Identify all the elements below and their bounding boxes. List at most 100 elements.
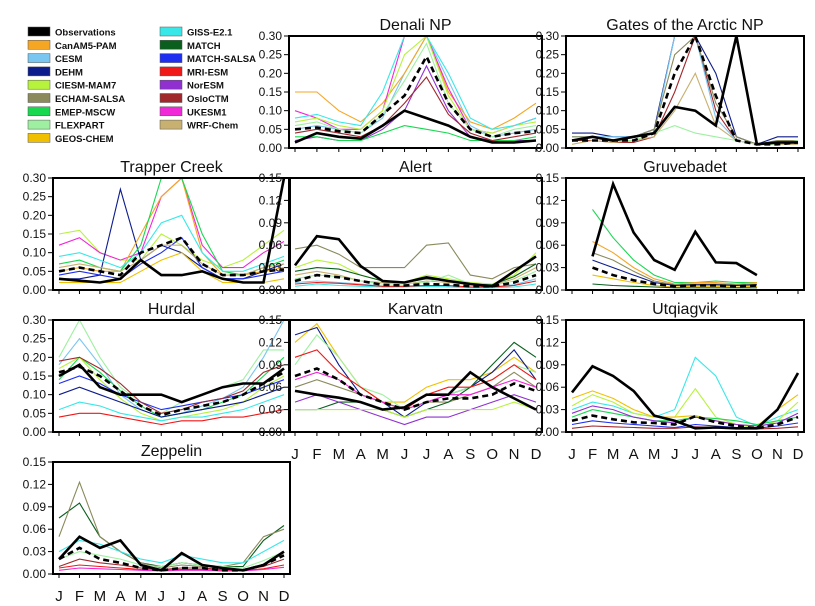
y-tick-label: 0.12 [23,477,47,491]
y-tick-label: 0.06 [536,238,560,252]
model-series-line [294,394,537,426]
model-series-line [294,76,537,142]
y-tick-label: 0.06 [259,380,283,394]
x-tick-label: J [423,446,431,463]
panel-frame [288,35,543,149]
x-tick-label: J [671,446,679,463]
x-tick-label: A [711,446,721,463]
plot-area [591,180,758,289]
panel: Denali NP 0.00 0.05 0.10 0.15 0.20 0.25 0.30 [259,17,543,155]
legend: Observations CanAM5-PAM CESM DEHM CIESM-MAM7… [27,26,256,145]
plot-area [58,480,285,572]
y-tick-label: 0.06 [536,380,560,394]
legend-label: MATCH-SALSA [187,54,256,65]
y-tick-label: 0.03 [536,403,560,417]
x-tick-label: S [731,446,741,463]
panel-frame [565,35,805,149]
model-series-line [58,356,285,414]
panel: Alert 0.00 0.03 0.06 0.09 0.12 0.15 [259,159,543,297]
x-tick-label: J [291,446,299,463]
panel: Hurdal 0.00 0.05 0.10 0.15 0.20 0.25 0.30 [23,301,291,439]
panel: Trapper Creek 0.00 0.05 0.10 0.15 0.20 0.25 0.3… [23,159,291,297]
y-tick-label: 0.25 [536,48,560,62]
y-tick-label: 0.12 [259,335,283,349]
observations-line [570,364,800,430]
model-mean-line [572,36,799,146]
x-tick-label: J [692,446,700,463]
panel-frame [288,319,543,433]
model-series-line [295,36,537,130]
panel-title: Gates of the Arctic NP [606,17,763,34]
legend-swatch [27,119,51,130]
x-tick-label: J [401,446,409,463]
model-series-line [58,502,285,568]
plot-area [294,36,537,144]
x-tick-label: N [509,446,520,463]
plot-area [294,322,537,426]
x-tick-label: A [443,446,453,463]
y-tick-label: 0.03 [259,403,283,417]
model-series-line [58,480,285,569]
legend-label: UKESM1 [187,107,227,118]
legend-label: MRI-ESM [187,67,228,78]
model-series-line [294,36,537,130]
y-tick-label: 0.00 [536,141,560,155]
x-tick-label: F [75,588,84,605]
y-tick-label: 0.09 [23,500,47,514]
y-tick-label: 0.15 [259,171,283,185]
legend-label: DEHM [55,67,83,78]
x-tick-label: M [648,446,661,463]
y-tick-label: 0.25 [23,332,47,346]
plot-area [293,234,537,289]
model-series-line [592,241,757,285]
panels: Denali NP0.000.050.100.150.200.250.30 Gat… [23,17,805,605]
y-tick-label: 0.09 [536,358,560,372]
panel-frame [565,177,805,291]
legend-label: CESM [55,54,83,65]
legend-label: CanAM5-PAM [55,41,117,52]
legend-swatch [27,26,51,37]
x-tick-label: O [237,588,249,605]
model-series-line [294,242,537,280]
model-series-line [571,390,799,427]
x-tick-label: D [793,446,804,463]
legend-swatch [159,79,183,90]
x-tick-label: A [629,446,639,463]
panel: Gruvebadet 0.00 0.03 0.06 0.09 0.12 0.15 [536,159,805,297]
y-tick-label: 0.09 [259,358,283,372]
y-tick-label: 0.00 [536,425,560,439]
x-tick-label: A [197,588,207,605]
y-tick-label: 0.15 [536,313,560,327]
y-tick-label: 0.00 [259,283,283,297]
y-tick-label: 0.05 [23,264,47,278]
x-tick-label: N [258,588,269,605]
panel-title: Karvatn [388,301,443,318]
y-tick-label: 0.00 [23,283,47,297]
x-tick-label: A [356,446,366,463]
panel-title: Utqiagvik [652,301,719,318]
y-tick-label: 0.00 [536,283,560,297]
panel-frame [288,177,543,291]
y-tick-label: 0.20 [259,66,283,80]
legend-label: FLEXPART [55,121,105,132]
y-tick-label: 0.15 [23,227,47,241]
model-series-line [294,36,537,134]
y-tick-label: 0.00 [259,141,283,155]
model-series-line [571,356,799,427]
y-tick-label: 0.03 [23,545,47,559]
legend-swatch [159,53,183,63]
plot-area [58,178,286,284]
x-tick-label: M [333,446,346,463]
y-tick-label: 0.00 [23,425,47,439]
y-tick-label: 0.30 [23,313,47,327]
panel-title: Gruvebadet [643,159,727,176]
plot-area [58,320,285,426]
legend-swatch [159,40,183,50]
legend-label: EMEP-MSCW [55,107,115,118]
model-series-line [58,178,285,276]
y-tick-label: 0.00 [23,567,47,581]
model-series-line [592,252,757,286]
